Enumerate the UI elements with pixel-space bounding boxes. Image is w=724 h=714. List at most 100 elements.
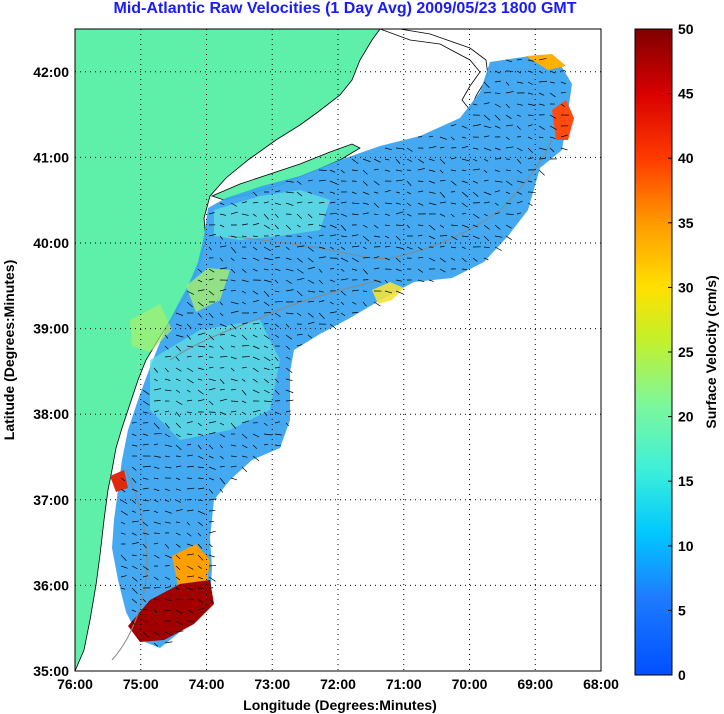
velocity-arrow (439, 224, 445, 229)
velocity-arrow (208, 530, 216, 534)
x-tick-label: 69:00 (517, 676, 553, 692)
velocity-arrow (439, 158, 446, 164)
velocity-arrow (175, 565, 181, 570)
velocity-arrow (494, 212, 500, 215)
velocity-arrow (131, 520, 139, 523)
velocity-arrow (175, 465, 182, 468)
velocity-arrow (340, 213, 348, 217)
velocity-arrow (186, 465, 194, 468)
velocity-arrow (461, 257, 467, 263)
velocity-arrow (373, 202, 380, 208)
velocity-arrow (538, 147, 547, 151)
velocity-arrow (351, 245, 360, 248)
velocity-arrow (373, 256, 380, 259)
velocity-arrow (494, 103, 501, 108)
velocity-arrow (483, 135, 490, 138)
velocity-arrow (483, 169, 488, 173)
velocity-arrow (329, 311, 337, 314)
velocity-arrow (230, 356, 237, 360)
velocity-arrow (252, 311, 258, 314)
velocity-arrow (439, 213, 446, 217)
velocity-arrow (516, 125, 521, 130)
velocity-arrow (307, 201, 313, 204)
velocity-arrow (241, 378, 246, 382)
velocity-arrow (197, 378, 203, 381)
velocity-arrow (417, 268, 424, 273)
velocity-arrow (461, 235, 469, 238)
velocity-arrow (285, 399, 294, 402)
velocity-arrow (164, 389, 172, 392)
velocity-arrow (175, 576, 181, 581)
velocity-arrow (197, 279, 203, 283)
velocity-arrow (230, 367, 235, 372)
velocity-arrow (296, 191, 303, 197)
velocity-arrow (296, 213, 303, 220)
y-axis-label: Latitude (Degrees:Minutes) (1, 260, 17, 440)
velocity-arrow (296, 201, 303, 204)
velocity-arrow (263, 356, 271, 362)
velocity-arrow (142, 631, 149, 638)
velocity-arrow (439, 136, 448, 140)
velocity-arrow (340, 278, 349, 281)
velocity-arrow (285, 246, 290, 251)
velocity-arrow (417, 158, 425, 164)
velocity-arrow (538, 169, 545, 176)
velocity-arrow (329, 323, 336, 329)
velocity-arrow (318, 256, 326, 259)
velocity-arrow (219, 378, 225, 385)
velocity-arrow (175, 499, 181, 503)
velocity-arrow (164, 334, 169, 339)
velocity-arrow (197, 554, 204, 561)
velocity-patch-green-2 (130, 304, 172, 352)
velocity-arrow (164, 466, 172, 469)
velocity-arrow (230, 444, 237, 447)
velocity-arrow (428, 135, 434, 138)
velocity-arrow (527, 136, 533, 140)
velocity-arrow (538, 125, 545, 130)
velocity-arrow (505, 191, 510, 195)
velocity-arrow (329, 169, 336, 173)
velocity-arrow (219, 257, 224, 262)
velocity-arrow (164, 586, 172, 589)
velocity-arrow (340, 224, 347, 231)
velocity-arrow (318, 246, 326, 249)
velocity-arrow (461, 202, 468, 208)
velocity-arrow (395, 147, 404, 150)
velocity-arrow (373, 224, 379, 229)
velocity-arrow (230, 257, 235, 261)
velocity-arrow (318, 201, 325, 204)
velocity-arrow (175, 532, 181, 536)
colorbar-tick-label: 35 (678, 215, 694, 231)
velocity-arrow (516, 200, 523, 204)
velocity-arrow (472, 180, 479, 184)
bathymetry-contour-3 (111, 469, 148, 661)
x-tick-label: 68:00 (583, 676, 619, 692)
velocity-arrow (483, 102, 490, 105)
velocity-arrow (527, 103, 536, 106)
velocity-arrow (428, 180, 435, 184)
velocity-arrow (483, 158, 489, 162)
velocity-arrow (208, 233, 217, 237)
velocity-arrow (384, 189, 391, 193)
velocity-arrow (186, 421, 193, 424)
velocity-arrow (142, 565, 149, 571)
velocity-arrow (120, 532, 126, 535)
velocity-arrow (153, 367, 159, 373)
velocity-arrow (208, 421, 216, 424)
velocity-arrow (505, 91, 514, 94)
velocity-arrow (241, 366, 247, 369)
velocity-arrow (428, 158, 435, 162)
velocity-arrow (263, 213, 269, 220)
velocity-arrow (208, 290, 215, 296)
velocity-arrow (120, 587, 126, 590)
velocity-arrow (351, 289, 359, 292)
velocity-arrow (428, 257, 436, 262)
velocity-arrow (153, 499, 159, 503)
velocity-arrow (527, 92, 533, 95)
velocity-arrow (274, 366, 280, 369)
velocity-arrow (186, 345, 194, 348)
velocity-arrow (483, 114, 491, 121)
velocity-arrow (175, 598, 183, 601)
velocity-arrow (505, 81, 510, 86)
velocity-arrow (153, 378, 158, 382)
